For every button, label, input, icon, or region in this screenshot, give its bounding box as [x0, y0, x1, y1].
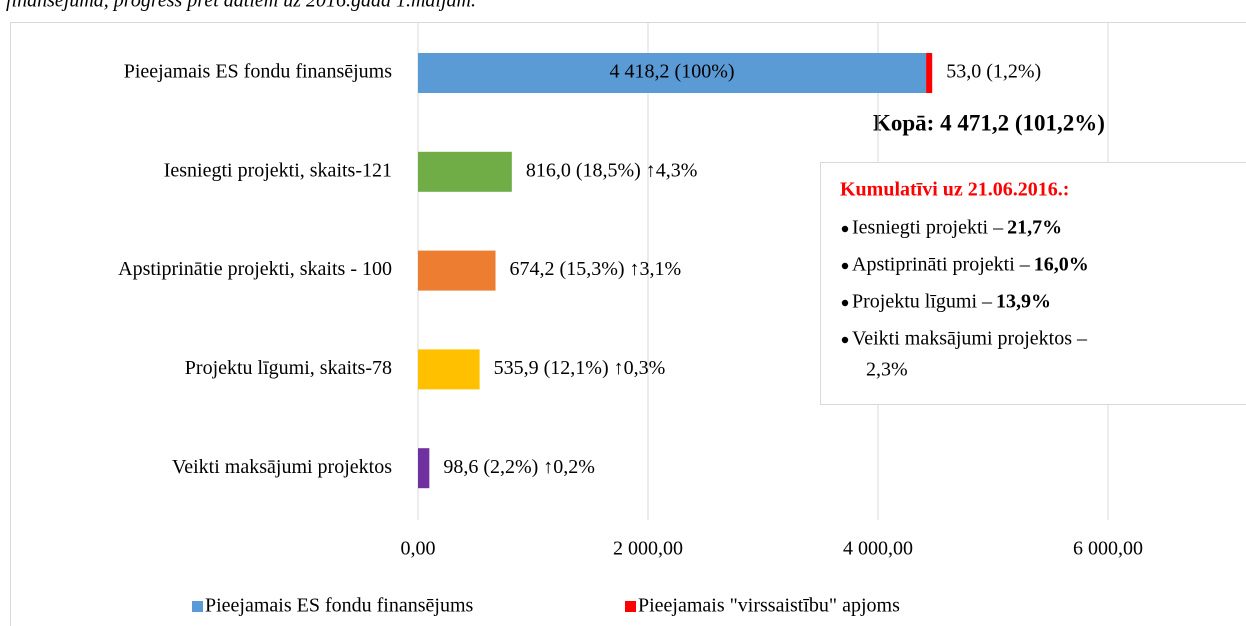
data-label: 98,6 (2,2%) ↑0,2% [443, 456, 595, 478]
box-item-text: Apstiprināti projekti – [852, 254, 1031, 276]
bar [418, 250, 496, 291]
data-label: 816,0 (18,5%) ↑4,3% [526, 159, 698, 181]
bullet [841, 262, 849, 270]
bullet [841, 225, 849, 233]
bar [418, 349, 480, 390]
bar [926, 53, 933, 93]
y-tick-label: Iesniegti projekti, skaits-121 [164, 159, 392, 181]
box-item-text: Iesniegti projekti – [852, 217, 1004, 239]
data-label: 674,2 (15,3%) ↑3,1% [510, 258, 682, 280]
annotation-box [820, 162, 1246, 405]
data-label: 4 418,2 (100%) [610, 61, 735, 83]
legend-swatch [192, 601, 203, 612]
box-item-value: 21,7% [1007, 217, 1062, 239]
total-annotation: Kopā: 4 471,2 (101,2%) [873, 110, 1105, 135]
box-item-value: 13,9% [996, 291, 1051, 313]
y-tick-label: Projektu līgumi, skaits-78 [185, 357, 392, 379]
y-tick-label: Apstiprinātie projekti, skaits - 100 [118, 258, 392, 280]
legend-label: Pieejamais ES fondu finansējums [205, 595, 474, 617]
data-label: 53,0 (1,2%) [946, 61, 1041, 83]
data-label: 535,9 (12,1%) ↑0,3% [494, 357, 666, 379]
x-tick-label: 6 000,00 [1073, 538, 1143, 560]
bar [418, 151, 512, 192]
bar [418, 53, 927, 93]
box-item-value: 16,0% [1034, 254, 1089, 276]
bullet [841, 336, 849, 344]
legend-swatch [625, 601, 636, 612]
box-item-text: Projektu līgumi – [852, 291, 993, 313]
y-tick-label: Veikti maksājumi projektos [172, 456, 392, 478]
legend-label: Pieejamais "virssaistību" apjoms [638, 595, 900, 617]
bar [418, 448, 430, 489]
x-tick-label: 4 000,00 [843, 538, 913, 560]
x-tick-label: 0,00 [401, 538, 436, 560]
x-tick-label: 2 000,00 [613, 538, 683, 560]
bullet [841, 299, 849, 307]
y-tick-label: Pieejamais ES fondu finansējums [124, 61, 393, 83]
chart-frame [10, 22, 1246, 626]
box-item-value: 2,3% [866, 359, 908, 381]
box-item-text: Veikti maksājumi projektos – [852, 328, 1088, 350]
box-title: Kumulatīvi uz 21.06.2016.: [840, 179, 1069, 201]
subtitle: finansējuma, progress pret datiem uz 201… [6, 0, 476, 12]
